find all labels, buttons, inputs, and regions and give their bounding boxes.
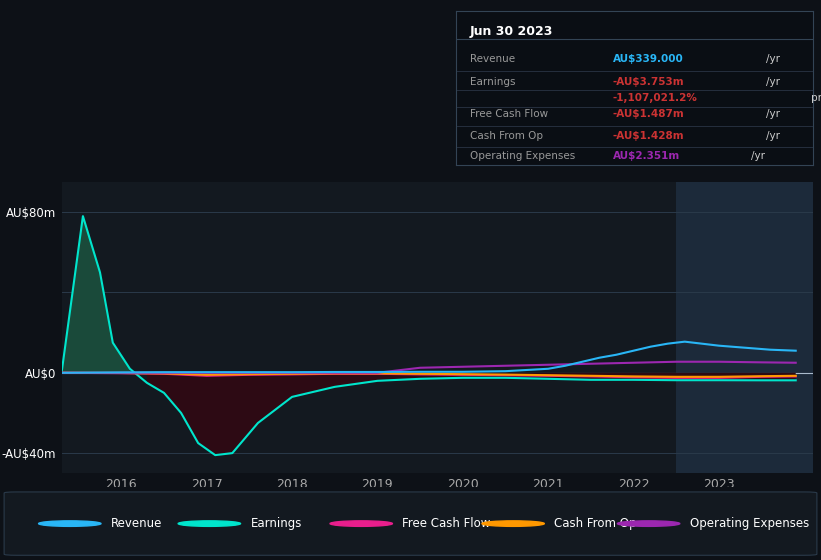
Text: /yr: /yr [766,54,781,64]
Circle shape [178,521,241,526]
Circle shape [482,521,544,526]
Text: Cash From Op: Cash From Op [554,517,636,530]
Text: Revenue: Revenue [470,54,515,64]
Text: Revenue: Revenue [111,517,163,530]
Text: Free Cash Flow: Free Cash Flow [402,517,491,530]
Text: Operating Expenses: Operating Expenses [690,517,809,530]
Text: Free Cash Flow: Free Cash Flow [470,109,548,119]
Text: -AU$1.428m: -AU$1.428m [612,131,685,141]
Text: -AU$1.487m: -AU$1.487m [612,109,685,119]
Text: AU$339.000: AU$339.000 [612,54,684,64]
Text: -AU$3.753m: -AU$3.753m [612,77,685,87]
Text: /yr: /yr [766,109,781,119]
Text: profit margin: profit margin [811,93,821,103]
Text: AU$2.351m: AU$2.351m [612,151,680,161]
Text: /yr: /yr [766,77,781,87]
Circle shape [330,521,392,526]
Text: Operating Expenses: Operating Expenses [470,151,576,161]
Circle shape [39,521,101,526]
Text: /yr: /yr [751,151,765,161]
FancyBboxPatch shape [4,492,817,556]
Text: /yr: /yr [766,131,781,141]
Text: -1,107,021.2%: -1,107,021.2% [612,93,698,103]
Text: Cash From Op: Cash From Op [470,131,543,141]
Circle shape [617,521,680,526]
Bar [677,182,813,473]
Text: Earnings: Earnings [470,77,516,87]
Text: Jun 30 2023: Jun 30 2023 [470,25,553,38]
Text: Earnings: Earnings [250,517,302,530]
